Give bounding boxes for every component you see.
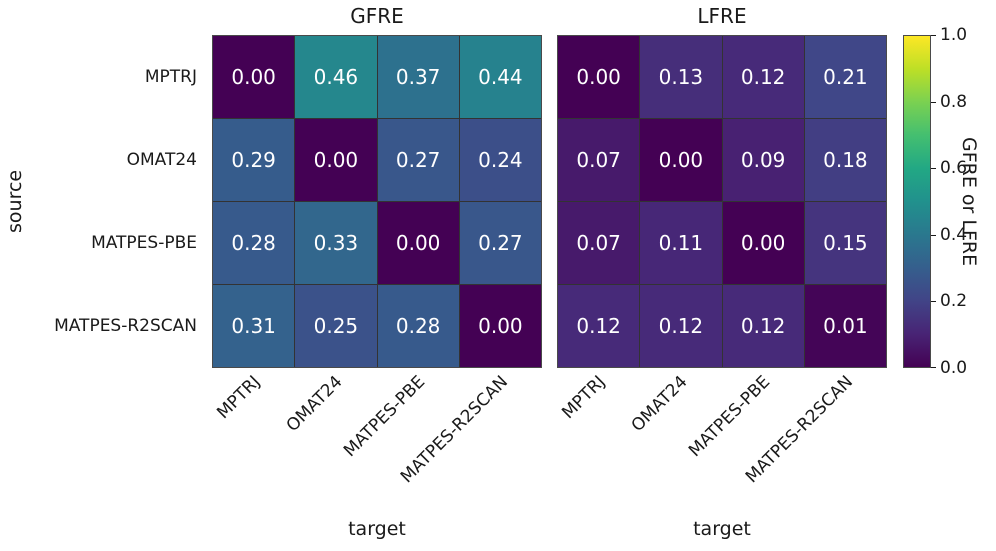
heatmap-cell: 0.01 [804,285,886,367]
heatmap-cell: 0.21 [804,36,886,118]
x-tick-labels-lfre: MPTRJ OMAT24 MATPES-PBE MATPES-R2SCAN [557,372,887,492]
heatmap-cell: 0.33 [295,202,377,284]
heatmap-cell: 0.12 [640,285,722,367]
heatmap-cell: 0.00 [377,202,459,284]
heatmap-cell: 0.00 [295,119,377,201]
heatmap-cell: 0.37 [377,36,459,118]
colorbar [903,35,931,368]
y-tick-label: MATPES-PBE [91,233,197,254]
heatmap-cell: 0.27 [459,202,541,284]
heatmap-cell: 0.12 [722,285,804,367]
colorbar-tick-mark [931,101,936,103]
colorbar-tick-label: 0.2 [940,291,968,312]
heatmap-cell: 0.00 [722,202,804,284]
heatmap-cell: 0.11 [640,202,722,284]
heatmap-cell: 0.46 [295,36,377,118]
heatmap-cell: 0.25 [295,285,377,367]
heatmap-cell: 0.27 [377,119,459,201]
x-tick-label: MPTRJ [558,372,610,424]
colorbar-tick-label: 0.6 [940,158,968,179]
y-tick-labels: MPTRJ OMAT24 MATPES-PBE MATPES-R2SCAN [0,35,205,368]
heatmap-cell: 0.00 [558,36,640,118]
y-tick-label: MPTRJ [144,66,197,87]
colorbar-tick-mark [931,234,936,236]
colorbar-tick-mark [931,168,936,170]
colorbar-tick-label: 0.0 [940,358,968,378]
colorbar-tick-labels: 0.0 0.2 0.4 0.6 0.8 1.0 [931,26,991,377]
y-tick-label: MATPES-R2SCAN [54,316,197,337]
heatmap-cell: 0.00 [213,36,295,118]
x-tick-label: MATPES-PBE [340,372,430,462]
heatmap-cell: 0.29 [213,119,295,201]
y-tick-label: OMAT24 [126,149,197,170]
colorbar-tick-mark [931,35,936,36]
x-tick-label: OMAT24 [627,372,692,436]
heatmap-cell: 0.07 [558,119,640,201]
x-tick-label: MPTRJ [213,372,265,424]
heatmap-title-gfre: GFRE [350,4,404,28]
colorbar-axis-label: GFRE or LFRE [958,136,980,267]
colorbar-tick-label: 0.4 [940,224,968,245]
x-axis-label-gfre: target [348,518,406,540]
heatmap-cell: 0.09 [722,119,804,201]
heatmap-cell: 0.44 [459,36,541,118]
x-tick-label: OMAT24 [282,372,347,436]
heatmap-cell: 0.28 [377,285,459,367]
heatmap-cell: 0.18 [804,119,886,201]
x-tick-label: MATPES-PBE [685,372,775,462]
x-axis-label-lfre: target [693,518,751,540]
heatmap-cell: 0.07 [558,202,640,284]
heatmap-cell: 0.24 [459,119,541,201]
colorbar-tick-label: 0.8 [940,91,968,112]
heatmap-lfre: 0.00 0.13 0.12 0.21 0.07 0.00 0.09 0.18 0.07 0.11… [557,35,887,368]
heatmap-gfre: 0.00 0.46 0.37 0.44 0.29 0.00 0.27 0.24 0.28 0.33… [212,35,542,368]
heatmap-cell: 0.12 [722,36,804,118]
heatmap-cell: 0.00 [640,119,722,201]
x-tick-labels-gfre: MPTRJ OMAT24 MATPES-PBE MATPES-R2SCAN [212,372,542,492]
heatmap-cell: 0.12 [558,285,640,367]
heatmap-cell: 0.31 [213,285,295,367]
colorbar-tick-label: 1.0 [940,25,968,45]
heatmap-cell: 0.15 [804,202,886,284]
heatmap-cell: 0.28 [213,202,295,284]
heatmap-cell: 0.13 [640,36,722,118]
heatmap-title-lfre: LFRE [697,4,747,28]
heatmap-cell: 0.00 [459,285,541,367]
colorbar-tick-mark [931,301,936,303]
colorbar-tick-mark [931,367,936,368]
